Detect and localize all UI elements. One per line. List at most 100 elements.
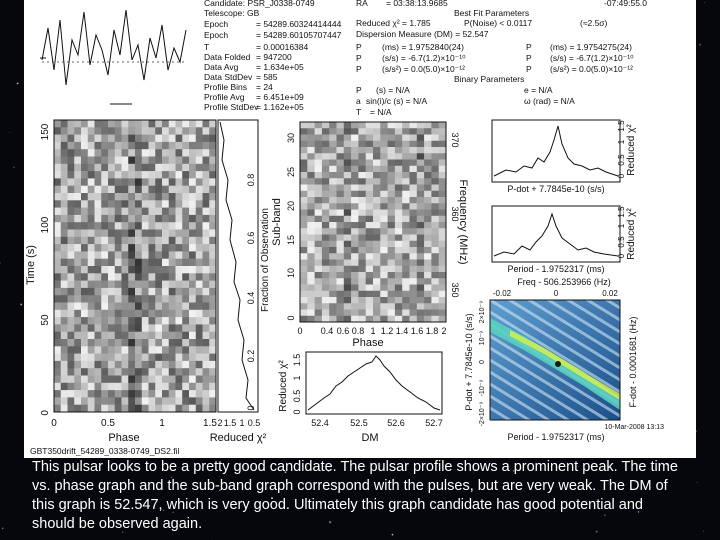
star (604, 514, 606, 516)
pddot-bary-value: (s/s²) = 0.0(5.0)×10⁻¹² (550, 64, 633, 74)
star (55, 475, 56, 477)
data-avg-value: = 1.634e+05 (256, 62, 304, 72)
profile-bins-value: = 24 (256, 82, 273, 92)
telescope-label: Telescope: GB (204, 8, 260, 18)
sigma-value: (≈2.5σ) (580, 18, 608, 28)
subband-tick-10: 10 (286, 268, 296, 278)
p-bary-label: P (526, 42, 532, 52)
freq-tick-0: 0 (554, 289, 559, 298)
sb-phase-tick-1: 1 (370, 326, 375, 336)
dm-axis-label: DM (361, 432, 378, 444)
frequency-tick-360: 360 (450, 206, 460, 221)
ra-value: = 03:38:13.9685 (386, 0, 448, 8)
sb-phase-axis-label: Phase (352, 337, 383, 349)
data-avg-label: Data Avg (204, 62, 239, 72)
binary-heading: Binary Parameters (454, 74, 524, 84)
pddot-bary-label: P (526, 64, 532, 74)
sb-phase-tick-1-6: 1.6 (411, 326, 424, 336)
phase-tick-0-5: 0.5 (101, 418, 115, 429)
data-folded-label: Data Folded (204, 52, 251, 62)
pdot-chi2-tick-0-5: 0.5 (617, 154, 626, 166)
star (702, 530, 705, 532)
time-chi2-panel: 2 1.5 1 0.5 Reduced χ² Fraction of Obser… (210, 119, 271, 444)
fdot-axis-label: F-dot - 0.0001681 (Hz) (628, 316, 638, 407)
subband-tick-0: 0 (286, 315, 296, 320)
sb-phase-tick-0: 0 (297, 326, 302, 336)
profile-avg-label: Profile Avg (204, 92, 245, 102)
period-chi2-axis-label: Reduced χ² (626, 208, 637, 260)
sb-phase-tick-0-6: 0.6 (337, 326, 350, 336)
date-stamp: 10-Mar-2008 13:13 (604, 424, 664, 431)
profile-stddev-label: Profile StdDev (204, 102, 259, 112)
subband-tick-30: 30 (286, 133, 296, 143)
star (323, 465, 325, 468)
asini-value: sin(i)/c (s) = N/A (366, 96, 427, 106)
dm-value: Dispersion Measure (DM) = 52.547 (356, 29, 489, 39)
star (9, 132, 11, 133)
p-topo-value: (ms) = 1.9752840(24) (382, 42, 464, 52)
fraction-tick-0-6: 0.6 (246, 232, 256, 245)
star (637, 511, 640, 513)
prepfold-candidate-figure: Candidate: PSR_J0338-0749 Telescope: GB … (24, 0, 696, 458)
star (595, 530, 598, 533)
period-axis-label: Period - 1.9752317 (ms) (507, 264, 604, 274)
star (327, 470, 330, 472)
star (172, 511, 174, 513)
dm-chi2-axis-label: Reduced χ² (278, 360, 289, 412)
ra-label: RA (356, 0, 368, 8)
chi-tick-1: 1 (239, 418, 244, 428)
star (171, 476, 173, 479)
sb-phase-tick-0-4: 0.4 (321, 326, 334, 336)
dm-chi2-tick-0-5: 0.5 (292, 390, 302, 403)
star (704, 2, 706, 4)
star (1, 527, 4, 530)
pp-pdot-tick-1: 10⁻⁹ (479, 331, 486, 345)
star (696, 481, 698, 484)
star (512, 470, 515, 472)
data-filename: GBT350drift_54289_0338-0749_DS2.fil (30, 446, 179, 456)
sb-phase-tick-1-4: 1.4 (396, 326, 409, 336)
dm-chi2-plot: Reduced χ² 0 0.5 1 1.5 52.4 52.5 52.6 52… (278, 351, 443, 444)
sb-phase-tick-2: 2 (441, 326, 446, 336)
pdot-chi2-tick-0: 0 (617, 173, 626, 178)
profile-avg-value: = 6.451e+09 (256, 92, 304, 102)
star (20, 303, 23, 306)
time-tick-100: 100 (40, 216, 51, 233)
sb-phase-tick-1-2: 1.2 (381, 326, 394, 336)
p-orb-label: P (356, 85, 362, 95)
fraction-axis-label: Fraction of Observation (260, 208, 271, 312)
pdot-topo-value: (s/s) = -6.7(1.2)×10⁻¹⁰ (382, 53, 466, 63)
star (211, 538, 213, 540)
dm-chi2-tick-0: 0 (292, 409, 302, 414)
pdot-bary-value: (s/s) = -6.7(1.2)×10⁻¹⁰ (550, 53, 634, 63)
time-axis-label: Time (s) (25, 245, 37, 285)
period-chi2-tick-0-5: 0.5 (617, 236, 626, 248)
star (163, 509, 165, 511)
fraction-tick-0: 0 (246, 405, 256, 410)
period-chi2-tick-1-5: 1.5 (617, 206, 626, 218)
profile-stddev-value: = 1.162e+05 (256, 102, 304, 112)
pulse-profile-plot (40, 9, 187, 105)
dm-tick-52-5: 52.5 (350, 418, 368, 428)
phase-axis-label: Phase (108, 432, 139, 444)
time-tick-0: 0 (40, 410, 51, 416)
chi-tick-1-5: 1.5 (224, 418, 237, 428)
ecc-value: e = N/A (524, 85, 553, 95)
pdot-chi2-tick-1-5: 1.5 (617, 120, 626, 132)
epoch-bary-value: = 54289.60105707447 (256, 30, 342, 40)
pdot-bary-label: P (526, 53, 532, 63)
pp-pdot-axis-label: P-dot + 7.7845e-10 (s/s) (464, 313, 474, 410)
epoch-topo-label: Epoch (204, 19, 228, 29)
candidate-label: Candidate: PSR_J0338-0749 (204, 0, 315, 8)
pp-pdot-tick-2: 2×10⁻⁹ (479, 301, 486, 323)
freq-axis-label: Freq - 506.253966 (Hz) (517, 277, 611, 287)
asini-label: a (356, 96, 361, 106)
chi-axis-label: Reduced χ² (210, 432, 267, 444)
subband-tick-20: 20 (286, 201, 296, 211)
p-pdot-plane: Freq - 506.253966 (Hz) -0.02 0 0.02 P-do… (464, 277, 664, 442)
period-chi2-plot: Period - 1.9752317 (ms) Reduced χ² 0 0.5… (491, 205, 637, 274)
chi-tick-0-5: 0.5 (248, 418, 261, 428)
pddot-topo-label: P (356, 64, 362, 74)
slide-caption: This pulsar looks to be a pretty good ca… (32, 459, 678, 532)
star (284, 471, 287, 474)
